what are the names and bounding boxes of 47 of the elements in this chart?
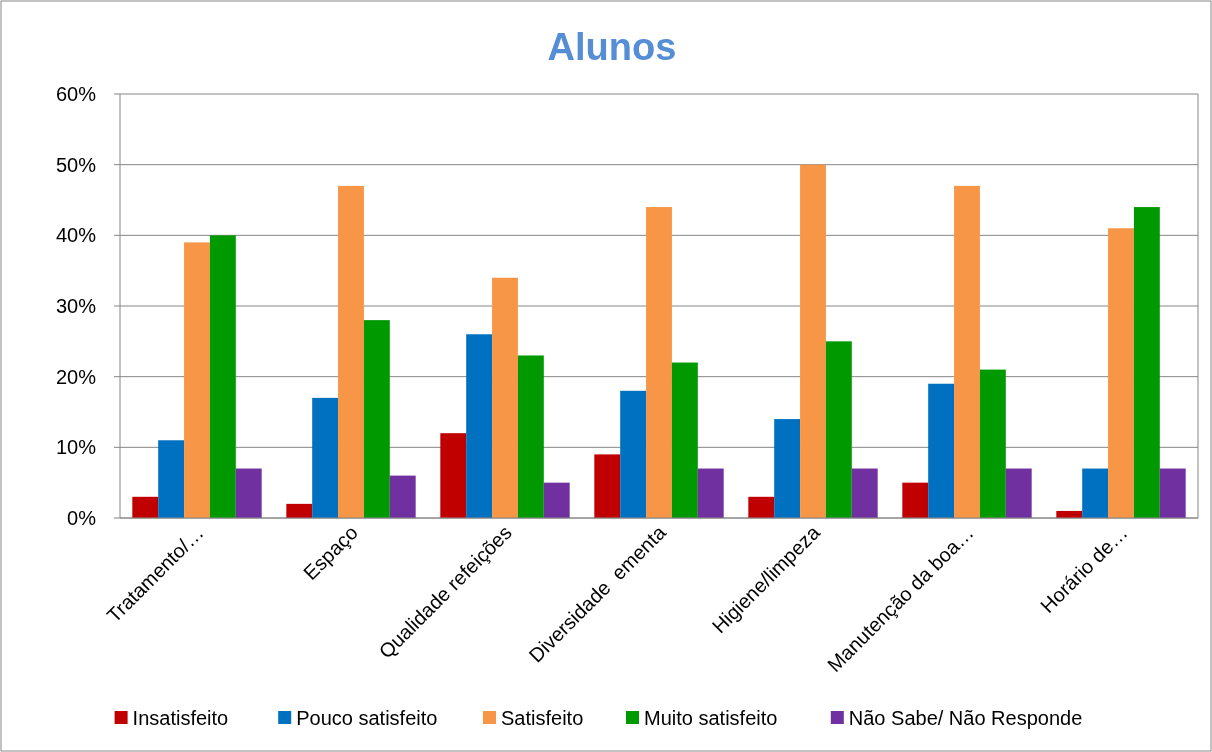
bar <box>954 185 980 518</box>
bar <box>209 235 236 518</box>
bar <box>902 482 929 518</box>
bar <box>697 468 724 518</box>
bar <box>620 390 647 518</box>
bar <box>517 355 544 518</box>
y-tick-label: 50% <box>55 153 97 176</box>
bar <box>851 468 878 518</box>
bar <box>492 277 518 518</box>
bar <box>594 454 621 518</box>
bar <box>928 383 955 518</box>
y-tick-label: 30% <box>55 295 97 317</box>
bar <box>1082 468 1109 518</box>
y-tick-label: 0% <box>67 507 97 529</box>
y-tick-label: 60% <box>55 83 97 105</box>
bar <box>132 496 159 518</box>
bar <box>671 362 698 518</box>
legend-label: Insatisfeito <box>132 707 229 729</box>
bar <box>748 496 775 518</box>
bar <box>979 369 1006 518</box>
bar <box>312 397 339 518</box>
bar <box>466 334 493 518</box>
bar <box>1005 468 1032 518</box>
bar <box>184 242 210 518</box>
bar <box>338 185 364 518</box>
legend-label: Não Sabe/ Não Responde <box>848 707 1083 729</box>
chart-title: Alunos <box>547 26 677 68</box>
y-tick-label: 20% <box>55 365 97 388</box>
y-tick-label: 40% <box>55 224 97 247</box>
bar <box>1108 228 1134 518</box>
bar <box>389 475 416 518</box>
bar <box>1159 468 1186 518</box>
legend-label: Muito satisfeito <box>644 707 778 729</box>
bar <box>800 164 826 518</box>
bar <box>286 503 313 518</box>
bar <box>440 433 467 518</box>
legend-label: Pouco satisfeito <box>296 707 438 729</box>
bar <box>363 320 390 518</box>
bar <box>543 482 570 518</box>
bar <box>158 440 185 518</box>
bar <box>774 419 801 518</box>
bar <box>1133 207 1160 518</box>
y-tick-label: 10% <box>55 436 97 459</box>
bar <box>235 468 262 518</box>
bar <box>646 207 672 518</box>
bar <box>825 341 852 518</box>
legend-label: Satisfeito <box>501 707 584 729</box>
